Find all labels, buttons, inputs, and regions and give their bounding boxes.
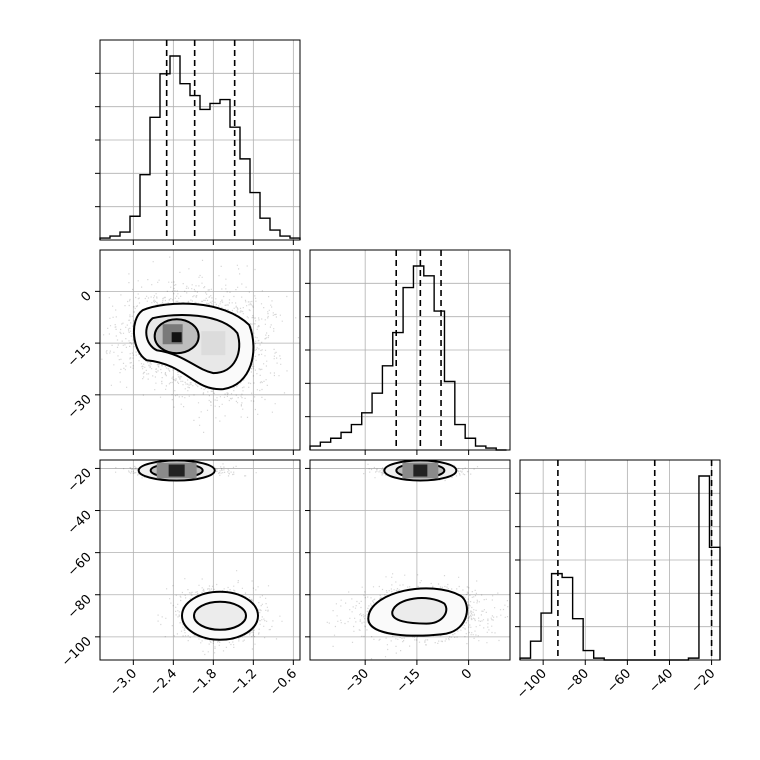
x-tick-label: −80: [562, 666, 592, 696]
histogram-step: [99, 55, 301, 240]
histogram-p2: [309, 250, 507, 451]
x-tick-label: −20: [688, 666, 718, 696]
density-max-cell: [413, 464, 428, 477]
y-tick-label: −100: [59, 634, 95, 670]
contour-inner: [391, 597, 448, 625]
panel-frame-j23: [309, 459, 511, 661]
joint-p1-p3: [115, 459, 283, 656]
panel-frame-j13: [99, 459, 301, 661]
histogram-step: [519, 475, 721, 661]
x-tick-label: −40: [646, 666, 676, 696]
contour-inner: [193, 600, 247, 631]
panel-frame-j12: [99, 249, 301, 451]
y-tick-label: −20: [65, 466, 95, 496]
histogram-step: [309, 265, 507, 451]
x-tick-label: −100: [514, 666, 550, 702]
y-tick-label: −80: [65, 592, 95, 622]
y-tick-label: −30: [65, 392, 95, 422]
x-tick-label: −30: [342, 666, 372, 696]
joint-p1-p2: [101, 256, 299, 433]
y-tick-label: −40: [65, 508, 95, 538]
histogram-p3: [519, 460, 721, 661]
y-tick-label: −60: [65, 550, 95, 580]
density-shoulder-cell: [201, 331, 226, 356]
x-tick-label: −0.6: [267, 666, 300, 699]
y-tick-label: 0: [78, 289, 94, 305]
x-tick-label: −15: [394, 666, 424, 696]
x-tick-label: −1.2: [227, 666, 260, 699]
x-tick-label: −3.0: [107, 666, 140, 699]
density-max-cell: [168, 464, 185, 477]
x-tick-label: 0: [459, 666, 475, 682]
x-tick-label: −2.4: [147, 666, 180, 699]
x-tick-label: −1.8: [187, 666, 220, 699]
density-max-cell: [171, 332, 182, 343]
histogram-p1: [99, 40, 301, 240]
y-tick-label: −15: [65, 340, 95, 370]
joint-p2-p3: [326, 459, 509, 660]
x-tick-label: −60: [604, 666, 634, 696]
